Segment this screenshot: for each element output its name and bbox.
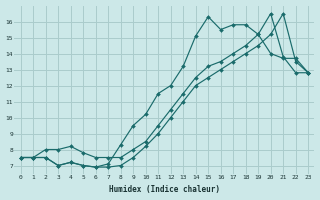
X-axis label: Humidex (Indice chaleur): Humidex (Indice chaleur) bbox=[109, 185, 220, 194]
